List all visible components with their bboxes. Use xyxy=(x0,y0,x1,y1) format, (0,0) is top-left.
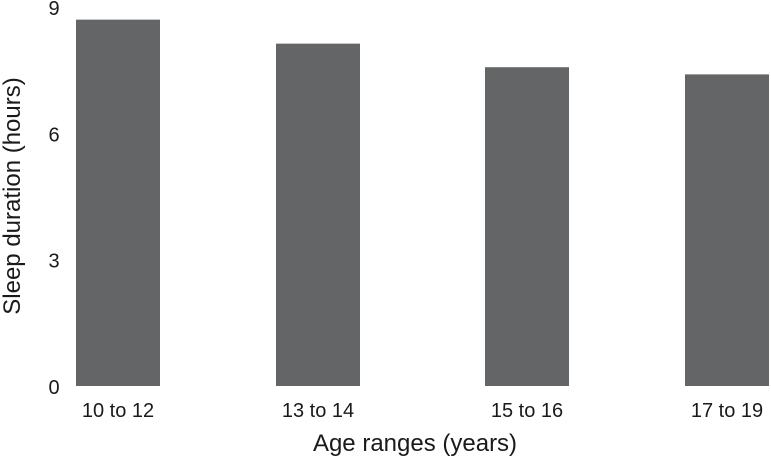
y-tick-label: 3 xyxy=(48,251,59,273)
y-tick-label: 6 xyxy=(48,124,59,146)
bar-15-to-16 xyxy=(485,67,569,387)
x-axis-ticks: 10 to 12 13 to 14 15 to 16 17 to 19 xyxy=(82,400,763,422)
bar-13-to-14 xyxy=(276,43,360,387)
x-tick-label: 15 to 16 xyxy=(491,400,563,422)
y-axis-ticks: 0 3 6 9 xyxy=(48,0,59,399)
y-tick-label: 9 xyxy=(48,0,59,20)
x-tick-label: 13 to 14 xyxy=(282,400,354,422)
y-axis-title: Sleep duration (hours) xyxy=(0,77,26,314)
y-tick-label: 0 xyxy=(48,377,59,399)
bar-17-to-19 xyxy=(685,74,769,386)
bar-10-to-12 xyxy=(76,19,160,387)
bars-layer xyxy=(76,19,769,387)
x-tick-label: 10 to 12 xyxy=(82,400,154,422)
x-axis-title: Age ranges (years) xyxy=(313,430,517,457)
x-tick-label: 17 to 19 xyxy=(691,400,763,422)
